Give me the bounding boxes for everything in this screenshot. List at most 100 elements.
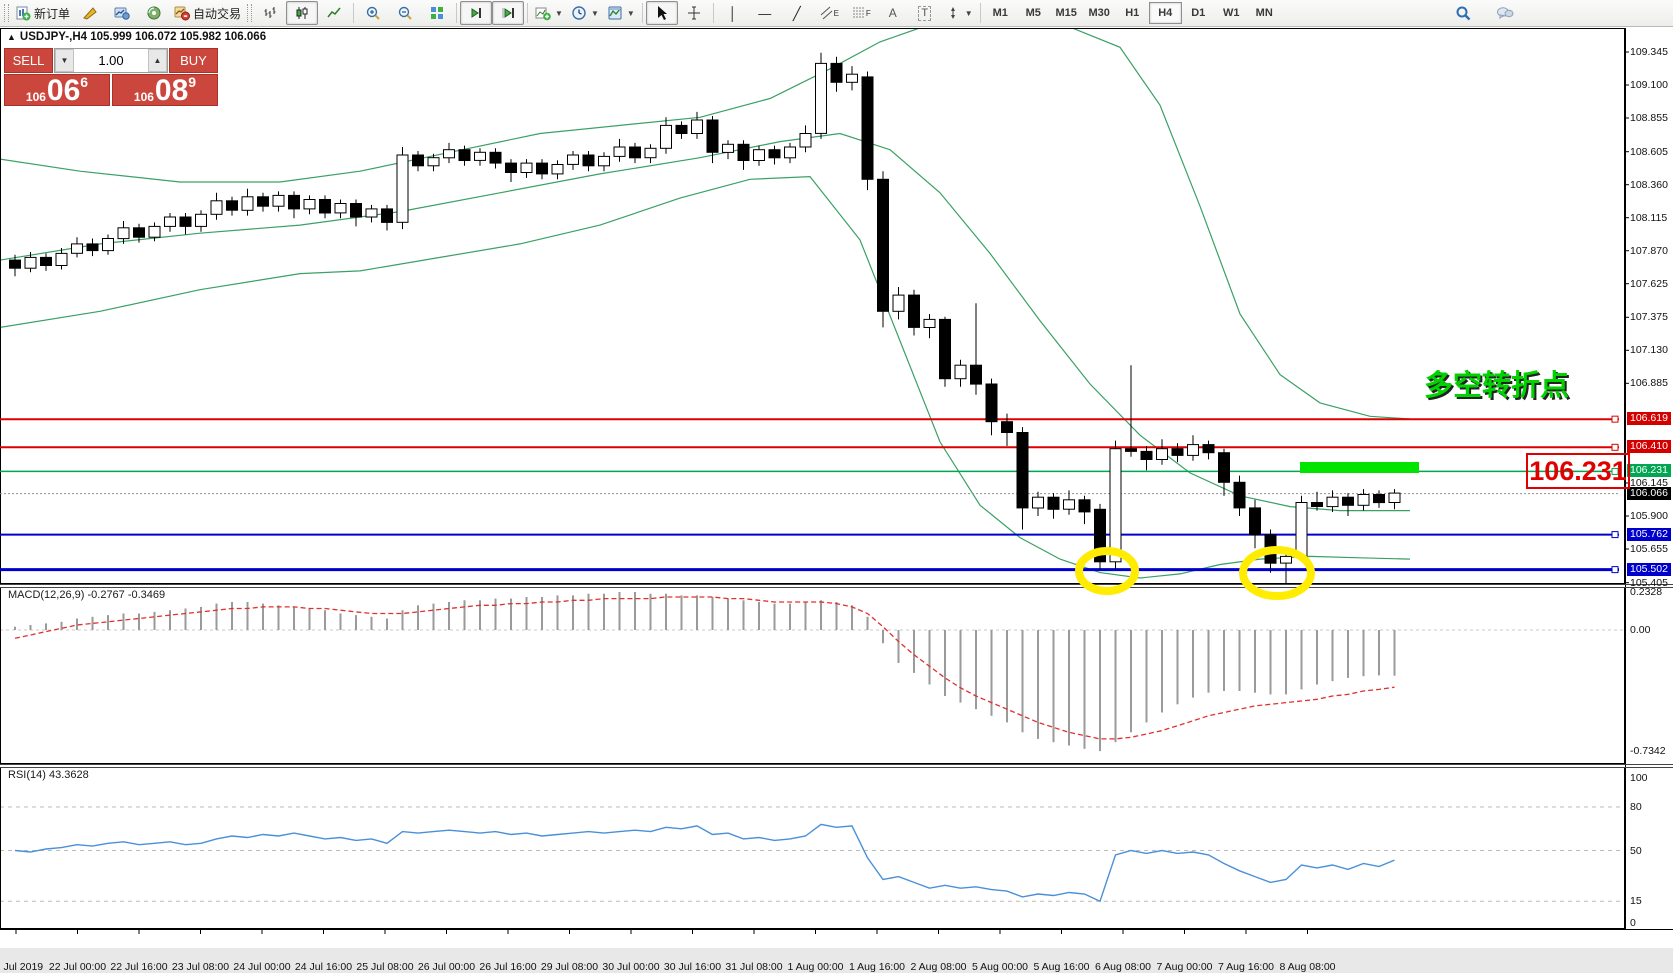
signal-globe-icon — [147, 6, 161, 20]
market-watch-button[interactable] — [74, 1, 106, 25]
tab-timeframe-H4[interactable]: H4 — [1148, 2, 1182, 24]
yellow-ellipse-annotation-1[interactable] — [1075, 547, 1139, 595]
trendline-icon: ╱ — [792, 5, 801, 21]
horizontal-line-tool[interactable]: — — [749, 1, 781, 25]
tile-windows-icon — [431, 7, 444, 19]
search-icon — [1456, 6, 1470, 20]
buy-price-box[interactable]: 106 08 9 — [112, 74, 218, 106]
volume-decrement-button[interactable]: ▼ — [55, 49, 74, 72]
chart-canvas[interactable] — [0, 27, 1673, 948]
chart-window[interactable]: 109.345 109.100 108.855 108.605 108.360 108.1… — [0, 27, 1673, 973]
tab-timeframe-M5[interactable]: M5 — [1025, 7, 1041, 19]
price-axis-label: 108.605 — [1630, 146, 1668, 158]
sell-label: SELL — [12, 53, 45, 68]
chart-shift-icon — [502, 8, 515, 18]
profile-button[interactable] — [106, 1, 138, 25]
macd-scale-label: 0.2328 — [1630, 586, 1663, 598]
price-axis-label: 108.360 — [1630, 179, 1668, 191]
price-axis-label: 105.900 — [1630, 510, 1668, 522]
sell-price-pip: 6 — [80, 74, 89, 90]
horizontal-lines[interactable] — [0, 415, 1619, 574]
bar-chart-mode-button[interactable] — [254, 1, 286, 25]
trendline-tool[interactable]: ╱ — [781, 1, 813, 25]
arrows-caret: ▼ — [964, 8, 973, 18]
tab-timeframe-M30[interactable]: M30 — [1088, 7, 1110, 19]
macd-values: -0.2767 -0.3469 — [87, 589, 166, 601]
sell-button[interactable]: SELL — [4, 48, 53, 73]
tab-timeframe-MN[interactable]: MN — [1255, 7, 1273, 19]
one-click-trading-panel: SELL ▼ ▲ BUY 106 06 6 106 08 9 — [4, 48, 218, 106]
tile-windows-button[interactable] — [421, 1, 453, 25]
crosshair-tool-button[interactable] — [678, 1, 710, 25]
zoom-in-icon — [366, 6, 380, 20]
tab-timeframe-W1[interactable]: W1 — [1222, 7, 1240, 19]
price-line-label: 105.762 — [1627, 528, 1671, 541]
tab-timeframe-M15[interactable]: M15 — [1055, 7, 1077, 19]
price-axis-label: 107.375 — [1630, 311, 1668, 323]
candles-layer[interactable] — [9, 52, 1401, 584]
new-order-button[interactable]: 新订单 — [11, 1, 74, 25]
news-button[interactable] — [138, 1, 170, 25]
templates-caret: ▼ — [626, 8, 635, 18]
tab-timeframe-M1[interactable]: M1 — [992, 7, 1008, 19]
price-line-label: 106.410 — [1627, 440, 1671, 453]
indicators-icon — [535, 7, 551, 21]
text-label-tool[interactable]: T — [909, 1, 941, 25]
zoom-in-button[interactable] — [357, 1, 389, 25]
auto-scroll-button[interactable] — [460, 1, 493, 25]
rsi-scale-label: 0 — [1630, 917, 1636, 929]
chat-button[interactable] — [1489, 1, 1521, 25]
turning-point-annotation[interactable]: 多空转折点 — [1424, 362, 1569, 404]
toolbar-handle[interactable] — [247, 4, 253, 22]
price-axis-label: 105.405 — [1630, 577, 1668, 589]
tab-timeframe-D1[interactable]: D1 — [1191, 7, 1206, 19]
tab-timeframe-H1[interactable]: H1 — [1125, 7, 1140, 19]
fibonacci-tool[interactable]: F — [845, 1, 877, 25]
toolbar-handle[interactable] — [4, 4, 9, 22]
buy-button[interactable]: BUY — [169, 48, 218, 73]
sell-price-box[interactable]: 106 06 6 — [4, 74, 110, 106]
timeframe-bar: M1 M5 M15 M30 H1 H4 D1 W1 MN — [984, 2, 1281, 24]
chart-shift-button[interactable] — [492, 1, 525, 25]
vertical-line-tool[interactable]: │ — [717, 1, 749, 25]
rsi-value: 43.3628 — [48, 769, 89, 781]
bollinger-bands — [1, 29, 1411, 579]
indicators-button[interactable]: ▼ — [531, 1, 567, 25]
channel-tool[interactable]: E — [813, 1, 845, 25]
macd-scale-label: 0.00 — [1630, 624, 1651, 636]
templates-icon — [608, 6, 622, 20]
zoom-out-icon — [398, 6, 412, 20]
macd-name: MACD(12,26,9) — [8, 589, 85, 601]
macd-plot — [1, 592, 1624, 752]
price-axis-label: 109.100 — [1630, 79, 1668, 91]
line-chart-mode-button[interactable] — [318, 1, 350, 25]
volume-input[interactable] — [74, 49, 148, 72]
arrows-tool[interactable]: ▼ — [941, 1, 977, 25]
price-axis-label: 107.870 — [1630, 245, 1668, 257]
symbol-ohlc-text: USDJPY-,H4 105.999 106.072 105.982 106.0… — [19, 31, 267, 43]
price-axis-label: 106.145 — [1630, 477, 1668, 489]
candlestick-icon — [296, 7, 308, 19]
search-button[interactable] — [1447, 1, 1479, 25]
price-axis-label: 108.855 — [1630, 112, 1668, 124]
price-callout-box[interactable]: 106.231 — [1526, 453, 1630, 489]
collapse-quote-icon[interactable]: ▲ — [7, 32, 16, 42]
price-line-label: 105.502 — [1627, 563, 1671, 576]
volume-increment-button[interactable]: ▲ — [148, 49, 167, 72]
periods-button[interactable]: ▼ — [567, 1, 603, 25]
price-line-label: 106.619 — [1627, 412, 1671, 425]
candlestick-mode-button[interactable] — [286, 1, 319, 25]
templates-button[interactable]: ▼ — [603, 1, 639, 25]
cursor-tool-button[interactable] — [645, 1, 678, 25]
autotrade-button[interactable]: 自动交易 — [170, 1, 245, 25]
highlight-rectangle-annotation[interactable] — [1300, 462, 1419, 473]
sell-price-big: 06 — [46, 74, 81, 107]
yellow-ellipse-annotation-2[interactable] — [1239, 546, 1315, 600]
time-axis-label: 8 Aug 08:00 — [1279, 961, 1336, 973]
zoom-out-button[interactable] — [389, 1, 421, 25]
profile-chart-icon — [114, 7, 130, 20]
text-tool[interactable]: A — [877, 1, 909, 25]
price-axis-label: 107.130 — [1630, 344, 1668, 356]
chart-symbol-title: ▲ USDJPY-,H4 105.999 106.072 105.982 106.… — [7, 31, 266, 43]
macd-indicator-label: MACD(12,26,9) -0.2767 -0.3469 — [8, 589, 165, 601]
